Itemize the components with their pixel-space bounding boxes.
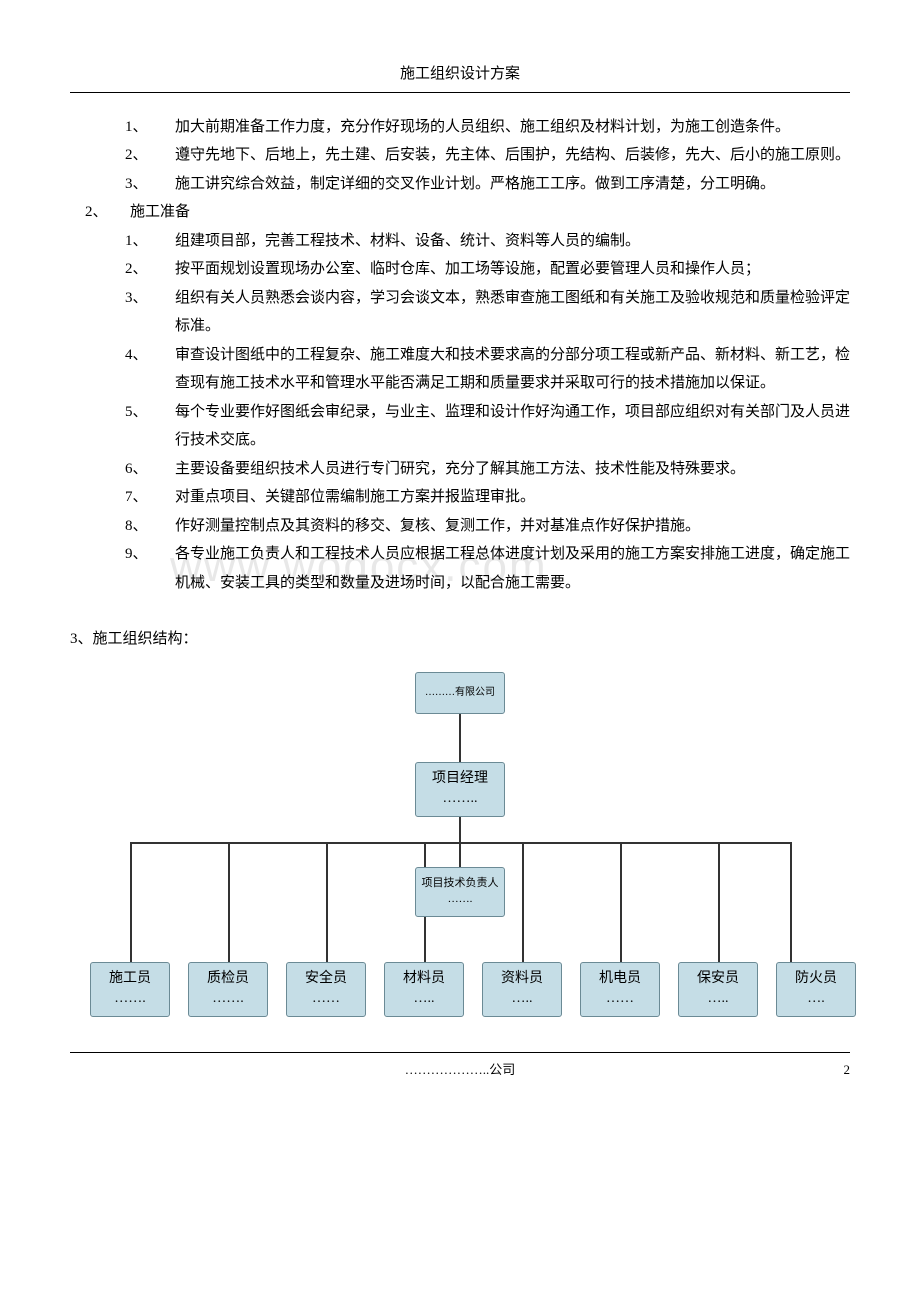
node-label: 项目技术负责人 <box>422 876 499 891</box>
section1-list: 1、 加大前期准备工作力度，充分作好现场的人员组织、施工组织及材料计划，为施工创… <box>125 113 850 199</box>
item-number: 1、 <box>125 113 175 142</box>
node-sublabel: …. <box>807 989 825 1009</box>
connector-line <box>522 842 524 962</box>
item-number: 3、 <box>125 284 175 341</box>
org-node-company: ………有限公司 <box>415 672 505 714</box>
node-sublabel: …… <box>312 989 340 1009</box>
list-item: 7、 对重点项目、关键部位需编制施工方案并报监理审批。 <box>125 483 850 512</box>
list-item: 3、 施工讲究综合效益，制定详细的交叉作业计划。严格施工工序。做到工序清楚，分工… <box>125 170 850 199</box>
node-sublabel: …….. <box>443 789 478 809</box>
item-number: 1、 <box>125 227 175 256</box>
org-node-leaf: 安全员 …… <box>286 962 366 1017</box>
list-item: 1、 加大前期准备工作力度，充分作好现场的人员组织、施工组织及材料计划，为施工创… <box>125 113 850 142</box>
list-item: 8、 作好测量控制点及其资料的移交、复核、复测工作，并对基准点作好保护措施。 <box>125 512 850 541</box>
org-node-leaf: 资料员 ….. <box>482 962 562 1017</box>
org-chart: ………有限公司 项目经理 …….. 项目技术负责人 ……. 施工员 ……. 质检… <box>70 672 850 1022</box>
node-sublabel: ……. <box>114 989 146 1009</box>
item-number: 5、 <box>125 398 175 455</box>
item-number: 2、 <box>125 141 175 170</box>
connector-line <box>459 714 461 762</box>
connector-line <box>790 842 792 962</box>
org-node-manager: 项目经理 …….. <box>415 762 505 817</box>
item-number: 8、 <box>125 512 175 541</box>
node-sublabel: ….. <box>512 989 533 1009</box>
node-label: ………有限公司 <box>425 686 495 700</box>
section-title: 施工准备 <box>130 198 190 227</box>
org-node-leaf: 施工员 ……. <box>90 962 170 1017</box>
node-label: 保安员 <box>697 969 739 989</box>
org-node-leaf: 机电员 …… <box>580 962 660 1017</box>
header-rule <box>70 92 850 93</box>
list-item: 4、 审查设计图纸中的工程复杂、施工难度大和技术要求高的分部分项工程或新产品、新… <box>125 341 850 398</box>
section-number: 2、 <box>85 198 130 227</box>
footer-company: ………………..公司 <box>405 1058 516 1083</box>
list-item: 6、 主要设备要组织技术人员进行专门研究，充分了解其施工方法、技术性能及特殊要求… <box>125 455 850 484</box>
list-item: 9、 各专业施工负责人和工程技术人员应根据工程总体进度计划及采用的施工方案安排施… <box>125 540 850 597</box>
node-label: 防火员 <box>795 969 837 989</box>
node-sublabel: …… <box>606 989 634 1009</box>
item-number: 9、 <box>125 540 175 597</box>
connector-line <box>228 842 230 962</box>
connector-line <box>326 842 328 962</box>
list-item: 1、 组建项目部，完善工程技术、材料、设备、统计、资料等人员的编制。 <box>125 227 850 256</box>
node-label: 施工员 <box>109 969 151 989</box>
node-label: 资料员 <box>501 969 543 989</box>
node-label: 机电员 <box>599 969 641 989</box>
list-item: 3、 组织有关人员熟悉会谈内容，学习会谈文本，熟悉审查施工图纸和有关施工及验收规… <box>125 284 850 341</box>
page-header-title: 施工组织设计方案 <box>70 60 850 89</box>
item-text: 每个专业要作好图纸会审纪录，与业主、监理和设计作好沟通工作，项目部应组织对有关部… <box>175 398 850 455</box>
item-number: 4、 <box>125 341 175 398</box>
section2-heading: 2、 施工准备 <box>85 198 850 227</box>
list-item: 5、 每个专业要作好图纸会审纪录，与业主、监理和设计作好沟通工作，项目部应组织对… <box>125 398 850 455</box>
item-text: 遵守先地下、后地上，先土建、后安装，先主体、后围护，先结构、后装修，先大、后小的… <box>175 141 850 170</box>
org-node-tech-lead: 项目技术负责人 ……. <box>415 867 505 917</box>
node-sublabel: ……. <box>212 989 244 1009</box>
item-number: 7、 <box>125 483 175 512</box>
node-label: 项目经理 <box>432 769 488 789</box>
section3-heading: 3、施工组织结构： <box>70 625 850 654</box>
item-text: 组建项目部，完善工程技术、材料、设备、统计、资料等人员的编制。 <box>175 227 850 256</box>
node-sublabel: ….. <box>414 989 435 1009</box>
node-sublabel: ….. <box>708 989 729 1009</box>
org-node-leaf: 材料员 ….. <box>384 962 464 1017</box>
node-label: 质检员 <box>207 969 249 989</box>
list-item: 2、 按平面规划设置现场办公室、临时仓库、加工场等设施，配置必要管理人员和操作人… <box>125 255 850 284</box>
connector-line <box>718 842 720 962</box>
org-node-leaf: 保安员 ….. <box>678 962 758 1017</box>
item-text: 作好测量控制点及其资料的移交、复核、复测工作，并对基准点作好保护措施。 <box>175 512 850 541</box>
connector-line <box>130 842 132 962</box>
list-item: 2、 遵守先地下、后地上，先土建、后安装，先主体、后围护，先结构、后装修，先大、… <box>125 141 850 170</box>
item-text: 组织有关人员熟悉会谈内容，学习会谈文本，熟悉审查施工图纸和有关施工及验收规范和质… <box>175 284 850 341</box>
node-label: 安全员 <box>305 969 347 989</box>
connector-line <box>620 842 622 962</box>
item-number: 3、 <box>125 170 175 199</box>
item-text: 主要设备要组织技术人员进行专门研究，充分了解其施工方法、技术性能及特殊要求。 <box>175 455 850 484</box>
item-text: 对重点项目、关键部位需编制施工方案并报监理审批。 <box>175 483 850 512</box>
org-node-leaf: 防火员 …. <box>776 962 856 1017</box>
item-text: 按平面规划设置现场办公室、临时仓库、加工场等设施，配置必要管理人员和操作人员； <box>175 255 850 284</box>
item-number: 2、 <box>125 255 175 284</box>
item-text: 各专业施工负责人和工程技术人员应根据工程总体进度计划及采用的施工方案安排施工进度… <box>175 540 850 597</box>
item-text: 审查设计图纸中的工程复杂、施工难度大和技术要求高的分部分项工程或新产品、新材料、… <box>175 341 850 398</box>
item-text: 加大前期准备工作力度，充分作好现场的人员组织、施工组织及材料计划，为施工创造条件… <box>175 113 850 142</box>
node-label: 材料员 <box>403 969 445 989</box>
item-text: 施工讲究综合效益，制定详细的交叉作业计划。严格施工工序。做到工序清楚，分工明确。 <box>175 170 850 199</box>
item-number: 6、 <box>125 455 175 484</box>
page-footer: ………………..公司 2 <box>70 1052 850 1083</box>
node-sublabel: ……. <box>448 892 473 907</box>
footer-page-number: 2 <box>844 1058 851 1083</box>
section2-list: 1、 组建项目部，完善工程技术、材料、设备、统计、资料等人员的编制。 2、 按平… <box>125 227 850 598</box>
org-node-leaf: 质检员 ……. <box>188 962 268 1017</box>
